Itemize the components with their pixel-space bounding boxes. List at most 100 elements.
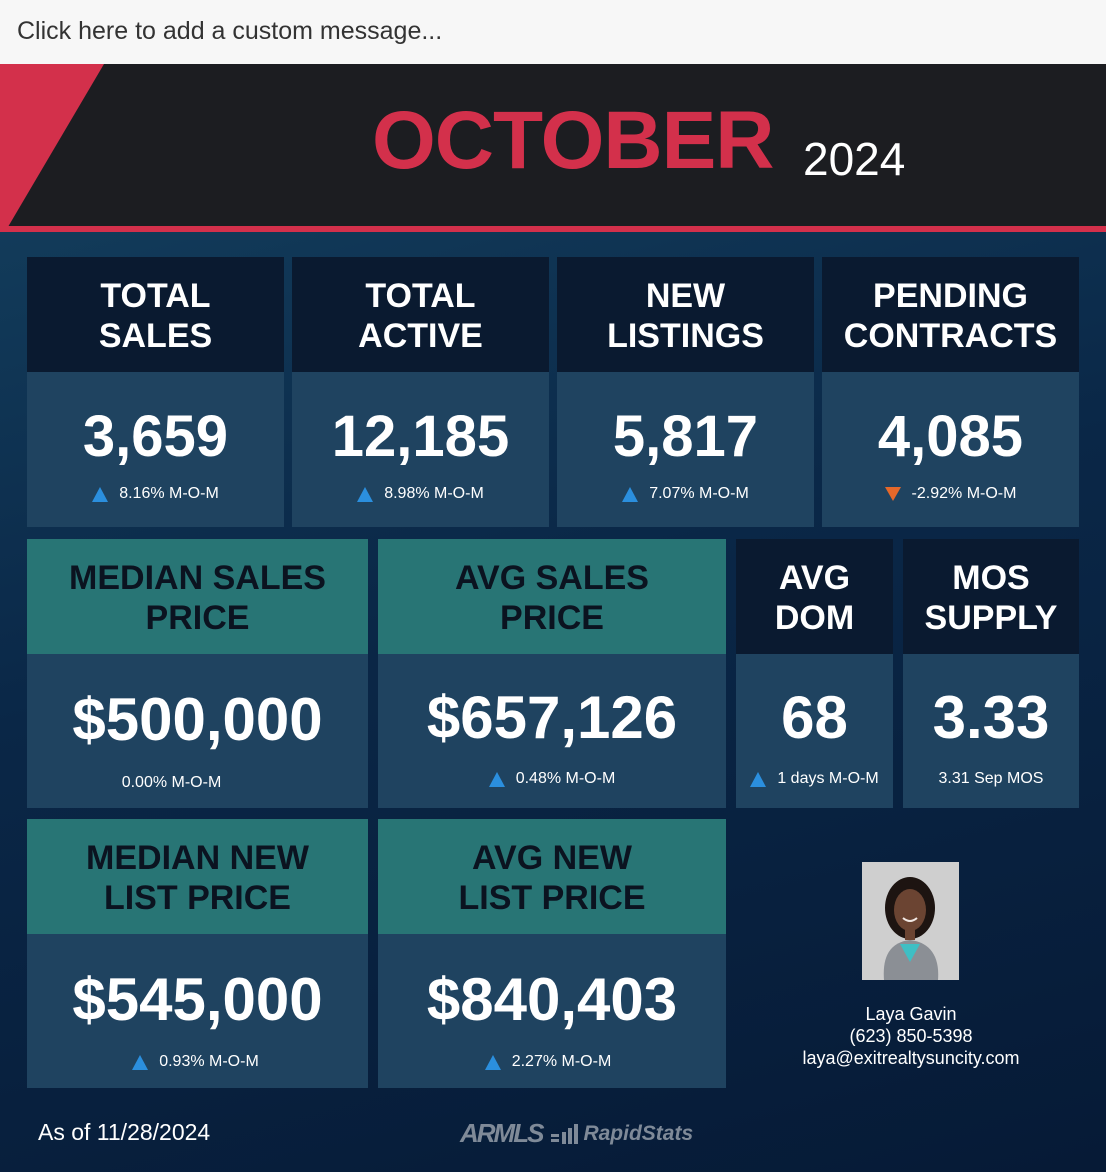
card-title-line2: SUPPLY [924, 598, 1058, 637]
total-active-card: TOTAL ACTIVE 12,185 8.98% M-O-M [292, 257, 549, 527]
card-title-line2: LISTINGS [607, 316, 764, 355]
new-listings-value: 5,817 [612, 404, 759, 469]
card-header: NEW LISTINGS [557, 257, 814, 372]
report-year: 2024 [803, 133, 906, 185]
card-header: TOTAL SALES [27, 257, 284, 372]
card-title-line1: TOTAL [365, 277, 476, 316]
card-header: MEDIAN SALES PRICE [27, 539, 368, 654]
agent-contact: Laya Gavin (623) 850-5398 laya@exitrealt… [780, 1003, 1042, 1069]
total-active-delta: 8.98% M-O-M [292, 485, 549, 503]
avg-sales-price-card: AVG SALES PRICE $657,126 0.48% M-O-M [378, 539, 726, 808]
triangle-up-icon [484, 1054, 501, 1070]
card-body: $840,403 2.27% M-O-M [378, 934, 726, 1088]
median-sales-price-value: $500,000 [72, 686, 323, 753]
triangle-up-icon [92, 486, 109, 502]
mos-supply-delta: 3.31 Sep MOS [903, 770, 1079, 788]
pending-contracts-delta: -2.92% M-O-M [822, 485, 1079, 503]
new-listings-card: NEW LISTINGS 5,817 7.07% M-O-M [557, 257, 814, 527]
median-new-list-price-value: $545,000 [72, 966, 323, 1033]
card-header: AVG SALES PRICE [378, 539, 726, 654]
card-body: $657,126 0.48% M-O-M [378, 654, 726, 808]
agent-phone[interactable]: (623) 850-5398 [849, 1026, 973, 1046]
card-body: $545,000 0.93% M-O-M [27, 934, 368, 1088]
card-title-line2: LIST PRICE [458, 878, 646, 917]
triangle-up-icon [357, 486, 374, 502]
custom-message-input[interactable]: Click here to add a custom message... [0, 0, 1106, 64]
median-sales-price-delta: 0.00% M-O-M [1, 774, 342, 792]
delta-text: 1 days M-O-M [777, 770, 879, 787]
avg-new-list-price-card: AVG NEW LIST PRICE $840,403 2.27% M-O-M [378, 819, 726, 1088]
card-header: TOTAL ACTIVE [292, 257, 549, 372]
total-sales-value: 3,659 [82, 404, 229, 469]
card-body: 68 1 days M-O-M [736, 654, 893, 808]
card-title-line2: ACTIVE [358, 316, 483, 355]
delta-text: 2.27% M-O-M [511, 1053, 612, 1070]
delta-text: 0.00% M-O-M [121, 774, 222, 791]
header-divider [0, 226, 1106, 232]
card-body: 5,817 7.07% M-O-M [557, 372, 814, 527]
card-title-line1: AVG SALES [455, 559, 649, 598]
delta-text: -2.92% M-O-M [911, 485, 1017, 502]
card-title-line1: AVG [778, 559, 851, 598]
mos-supply-card: MOS SUPPLY 3.33 3.31 Sep MOS [903, 539, 1079, 808]
red-accent-wedge [0, 64, 104, 232]
card-title-line2: PRICE [145, 598, 250, 637]
card-body: 4,085 -2.92% M-O-M [822, 372, 1079, 527]
card-header: MOS SUPPLY [903, 539, 1079, 654]
delta-text: 0.93% M-O-M [159, 1053, 259, 1070]
pending-contracts-value: 4,085 [877, 404, 1024, 469]
card-title-line1: MEDIAN NEW [86, 839, 309, 878]
median-new-list-price-delta: 0.93% M-O-M [25, 1053, 366, 1071]
card-header: AVG NEW LIST PRICE [378, 819, 726, 934]
avg-sales-price-delta: 0.48% M-O-M [378, 770, 726, 788]
avg-sales-price-value: $657,126 [426, 684, 678, 751]
armls-logo-text: ARMLS [460, 1118, 544, 1148]
delta-text: 3.31 Sep MOS [938, 770, 1044, 787]
card-title-line1: TOTAL [100, 277, 211, 316]
rapidstats-logo-text: RapidStats [583, 1121, 694, 1145]
agent-name: Laya Gavin [865, 1004, 957, 1024]
bars-icon [551, 1123, 579, 1144]
agent-email[interactable]: laya@exitrealtysuncity.com [802, 1048, 1020, 1068]
card-header: AVG DOM [736, 539, 893, 654]
card-title-line2: LIST PRICE [103, 878, 291, 917]
avg-new-list-price-value: $840,403 [426, 966, 678, 1033]
delta-text: 7.07% M-O-M [649, 485, 749, 502]
delta-text: 8.98% M-O-M [384, 485, 484, 502]
card-title-line2: DOM [774, 598, 855, 637]
card-body: 12,185 8.98% M-O-M [292, 372, 549, 527]
card-header: PENDING CONTRACTS [822, 257, 1079, 372]
card-title-line1: AVG NEW [472, 839, 632, 878]
triangle-up-icon [622, 486, 639, 502]
header-banner: OCTOBER 2024 [0, 64, 1106, 232]
as-of-date: As of 11/28/2024 [38, 1119, 211, 1145]
card-body: 3,659 8.16% M-O-M [27, 372, 284, 527]
report-month: OCTOBER [372, 95, 775, 186]
mos-supply-value: 3.33 [932, 684, 1050, 751]
delta-text: 8.16% M-O-M [119, 485, 219, 502]
avg-dom-delta: 1 days M-O-M [736, 770, 893, 788]
avg-new-list-price-delta: 2.27% M-O-M [374, 1053, 722, 1071]
card-title-line2: SALES [98, 316, 213, 355]
agent-portrait-image [862, 862, 959, 980]
card-title-line1: MOS [952, 559, 1030, 598]
triangle-up-icon [750, 771, 767, 787]
card-header: MEDIAN NEW LIST PRICE [27, 819, 368, 934]
total-active-value: 12,185 [331, 404, 510, 469]
pending-contracts-card: PENDING CONTRACTS 4,085 -2.92% M-O-M [822, 257, 1079, 527]
total-sales-card: TOTAL SALES 3,659 8.16% M-O-M [27, 257, 284, 527]
card-title-line1: MEDIAN SALES [69, 559, 326, 598]
triangle-up-icon [488, 771, 505, 787]
armls-rapidstats-logo: ARMLS RapidStats [460, 1118, 693, 1149]
agent-photo [862, 862, 959, 980]
card-title-line1: PENDING [873, 277, 1028, 316]
card-title-line2: PRICE [500, 598, 604, 637]
triangle-down-icon [884, 487, 901, 501]
delta-text: 0.48% M-O-M [515, 770, 616, 787]
card-title-line1: NEW [645, 277, 726, 316]
card-title-line2: CONTRACTS [843, 316, 1058, 355]
median-new-list-price-card: MEDIAN NEW LIST PRICE $545,000 0.93% M-O-… [27, 819, 368, 1088]
avg-dom-card: AVG DOM 68 1 days M-O-M [736, 539, 893, 808]
new-listings-delta: 7.07% M-O-M [557, 485, 814, 503]
avg-dom-value: 68 [781, 684, 848, 751]
